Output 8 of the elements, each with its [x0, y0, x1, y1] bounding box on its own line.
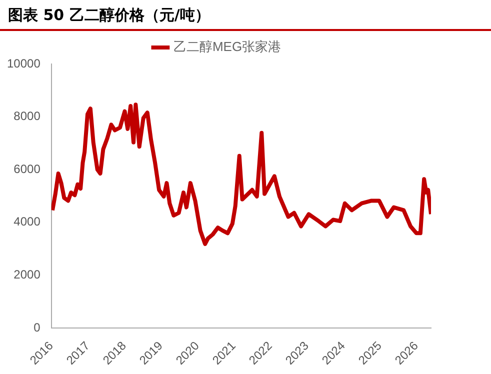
- y-tick-label: 2000: [14, 267, 41, 282]
- chart-title: 图表 50 乙二醇价格（元/吨）: [0, 0, 491, 31]
- y-tick-label: 10000: [6, 56, 41, 70]
- y-tick-label: 6000: [14, 162, 41, 176]
- y-tick-label: 4000: [14, 214, 41, 229]
- y-tick-label: 0: [34, 320, 41, 334]
- y-tick-label: 8000: [14, 109, 41, 124]
- legend-label: 乙二醇MEG张家港: [173, 39, 282, 54]
